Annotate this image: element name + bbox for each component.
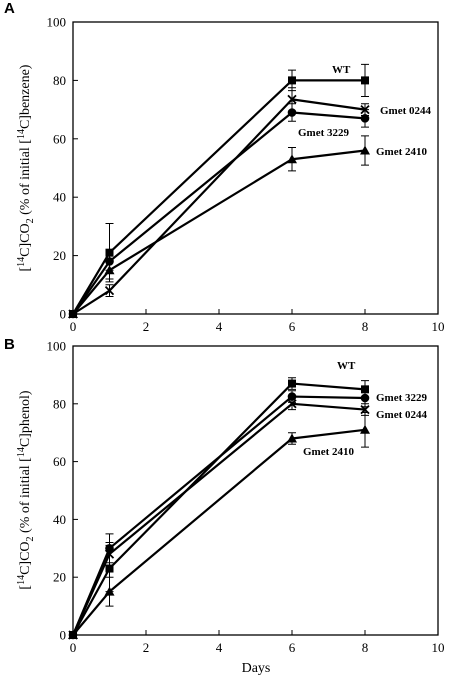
panel-b-y-tick-label: 40 [53, 512, 66, 527]
panel-a-series-gmet-2410-line [72, 149, 366, 315]
panel-b-series-gmet-0244-line [71, 402, 366, 636]
panel-a-series-gmet-3229-point [287, 108, 297, 117]
panel-a-label-gmet-2410: Gmet 2410 [376, 146, 428, 158]
panel-a-series-wt-point [288, 76, 296, 85]
panel-b-series-gmet-2410-point [68, 630, 78, 639]
panel-b-label-gmet-2410: Gmet 2410 [303, 446, 355, 458]
panel-a-x-tick-label: 8 [362, 319, 369, 334]
panel-b-series-gmet-2410-line [72, 428, 366, 636]
panel-b-series-gmet-3229-line [71, 395, 366, 636]
panel-a-letter: A [4, 0, 15, 17]
panel-b-x-tick-label: 10 [432, 640, 445, 655]
panel-a-label-gmet-3229: Gmet 3229 [298, 127, 350, 139]
panel-b-series-wt-line [72, 382, 366, 636]
panel-a-plot-frame [72, 21, 439, 315]
panel-a-label-gmet-0244: Gmet 0244 [380, 105, 432, 117]
panel-b-x-tick-label: 0 [70, 640, 77, 655]
panel-b-label-gmet-0244: Gmet 0244 [376, 409, 428, 421]
panel-b-series [68, 377, 370, 640]
panel-a-series-wt-point [361, 76, 369, 85]
panel-b-series-gmet-0244-point [287, 399, 297, 409]
panel-b-y-tick-label: 100 [47, 339, 67, 354]
panel-a-y-axis-title: [14C]CO2 (% of initial [14C]benzene) [16, 64, 36, 271]
panel-a-series-gmet-3229-point [360, 114, 370, 123]
panel-a-series-gmet-0244-line [72, 98, 366, 315]
panel-b-series-gmet-0244-point [104, 549, 115, 559]
panel-a-y-tick-label: 80 [53, 73, 66, 88]
panel-b-series-labels: WT Gmet 3229 Gmet 0244 Gmet 2410 [303, 360, 428, 458]
panel-b-y-tick-label: 80 [53, 396, 66, 411]
panel-a-x-tick-label: 2 [143, 319, 150, 334]
panel-a-y-tick-label: 20 [53, 248, 66, 263]
panel-a-series-gmet-0244-point [287, 94, 297, 105]
panel-b-plot-frame [72, 345, 439, 636]
panel-b: B [14C]CO2 (% of initial [14C]phenol) 0 2… [4, 336, 445, 676]
panel-a-series [68, 63, 370, 319]
panel-b-label-gmet-3229: Gmet 3229 [376, 392, 428, 404]
panel-a-series-gmet-0244-point [104, 286, 115, 296]
panel-b-x-tick-label: 2 [143, 640, 150, 655]
panel-b-x-tick-label: 4 [216, 640, 223, 655]
panel-a-y-tick-label: 0 [60, 307, 67, 322]
panel-b-series-wt-point [105, 564, 114, 573]
panel-a-series-labels: WT Gmet 0244 Gmet 3229 Gmet 2410 [298, 64, 432, 158]
panel-a-label-wt: WT [332, 64, 351, 76]
panel-a-y-tick-label: 60 [53, 131, 66, 146]
panel-b-y-tick-label: 20 [53, 570, 66, 585]
panel-a-x-tick-label: 10 [432, 319, 445, 334]
panel-b-x-tick-label: 8 [362, 640, 369, 655]
panel-b-series-gmet-2410-point [104, 586, 115, 596]
panel-b-series-wt-point [288, 379, 296, 388]
panel-b-x-axis-title: Days [242, 661, 271, 676]
panel-a-y-tick-label: 100 [47, 15, 67, 30]
panel-b-series-gmet-2410-point [360, 424, 370, 434]
panel-a-series-gmet-2410-point [360, 145, 370, 155]
panel-a-y-tick-label: 40 [53, 190, 66, 205]
panel-a-series-gmet-2410-point [287, 154, 297, 164]
panel-b-y-axis-title: [14C]CO2 (% of initial [14C]phenol) [16, 390, 36, 590]
panel-a-series-wt-line [72, 79, 365, 315]
panel-b-series-gmet-3229-point [360, 393, 370, 403]
panel-b-x-tick-label: 6 [289, 640, 296, 655]
panel-a-series-gmet-2410-point [104, 265, 115, 275]
panel-a-series-gmet-2410-point [68, 309, 78, 318]
panel-b-letter: B [4, 336, 15, 353]
panel-a: A [14C]CO2 (% of initial [14C]benzene) 0… [4, 0, 445, 334]
panel-b-series-gmet-3229-point [287, 392, 297, 401]
panel-b-series-gmet-2410-point [287, 433, 297, 443]
panel-a-series-gmet-3229-line [72, 111, 366, 315]
panel-a-x-tick-label: 6 [289, 319, 296, 334]
panel-b-label-wt: WT [337, 360, 356, 372]
panel-b-y-tick-label: 0 [60, 628, 67, 643]
panel-a-x-tick-label: 4 [216, 319, 223, 334]
panel-a-x-tick-label: 0 [70, 319, 77, 334]
panel-b-y-tick-label: 60 [53, 454, 66, 469]
